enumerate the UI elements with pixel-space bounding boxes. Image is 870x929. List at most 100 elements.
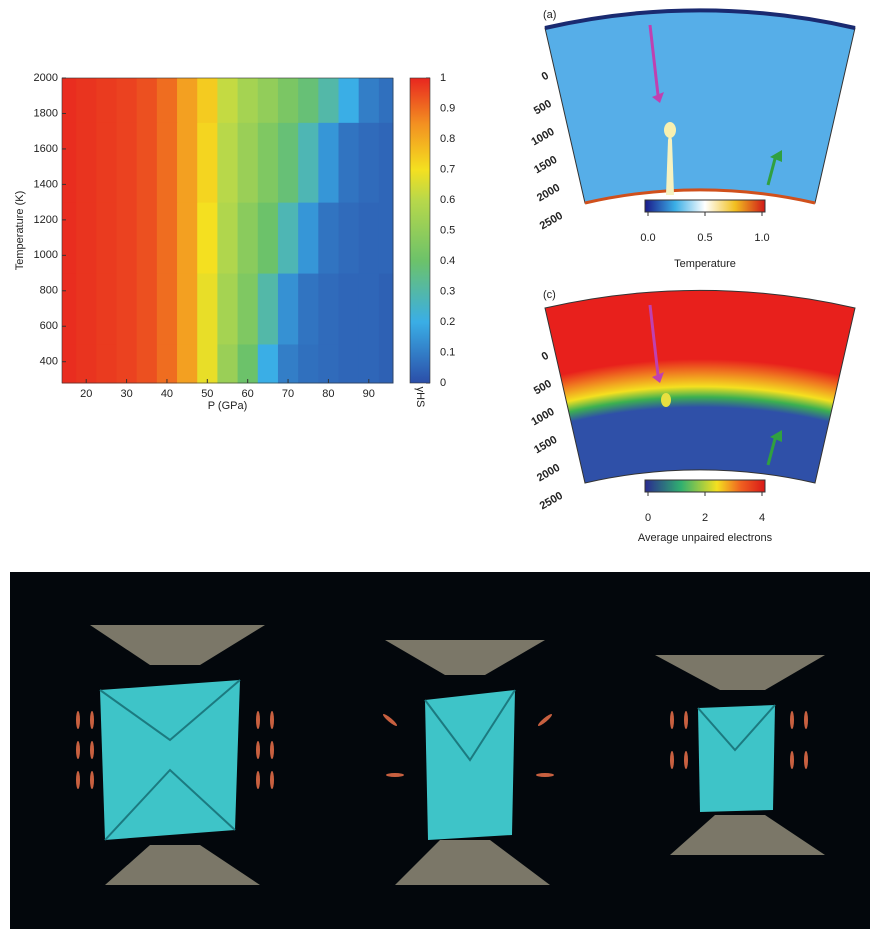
spin-markers: [76, 711, 808, 789]
anvil: [395, 840, 550, 885]
y-axis-label: Temperature (K): [14, 191, 26, 270]
heat-cell: [318, 202, 340, 274]
heat-cell: [177, 78, 198, 123]
x-tick-label: 20: [80, 388, 92, 400]
x-axis-label: P (GPa): [208, 400, 248, 412]
heat-cell: [62, 78, 77, 123]
heat-cell: [237, 78, 259, 123]
section-core: [584, 188, 816, 205]
heat-cell: [378, 343, 394, 384]
temperature-section: (a) 0 500 1000 1500 2000 2500 0.0 0.5 1.0 Temperat…: [529, 8, 856, 270]
depth-label: 2000: [535, 182, 562, 205]
x-tick-label: 30: [120, 388, 132, 400]
heat-cell: [257, 202, 279, 274]
heat-cell: [277, 78, 299, 123]
heat-cell: [318, 78, 340, 123]
heat-cell: [378, 122, 394, 203]
panel-label: (a): [543, 9, 556, 21]
colorbar-label: γHS: [414, 387, 426, 408]
colorbar-tick-label: 0.7: [440, 163, 455, 175]
colorbar-tick-label: 4: [759, 512, 765, 524]
heat-cell: [177, 202, 198, 274]
heat-cell: [277, 122, 299, 203]
plume: [666, 132, 674, 195]
arrow: [766, 434, 778, 466]
colorbar: [409, 77, 431, 384]
heat-cell: [76, 78, 97, 123]
heat-cell: [338, 78, 360, 123]
heat-cell: [378, 202, 394, 274]
heat-cell: [358, 273, 380, 345]
colorbar-tick-label: 0: [645, 512, 651, 524]
heat-cell: [217, 202, 239, 274]
plume-head: [664, 122, 676, 138]
anvil: [105, 845, 260, 885]
heat-cell: [237, 273, 259, 345]
colorbar-tick-label: 1: [440, 72, 446, 84]
heat-cell: [136, 273, 158, 345]
heat-cell: [237, 202, 259, 274]
heat-cell: [136, 343, 158, 384]
colorbar-tick-label: 0.5: [440, 224, 455, 236]
y-tick-label: 600: [40, 320, 58, 332]
y-tick-label: 1200: [34, 214, 58, 226]
heat-cell: [116, 343, 138, 384]
y-tick-label: 1400: [34, 178, 58, 190]
heat-cell: [257, 343, 279, 384]
x-tick-label: 60: [242, 388, 254, 400]
heat-cell: [136, 122, 158, 203]
heat-cell: [62, 343, 77, 384]
arrow-head: [770, 150, 782, 162]
heat-cell: [277, 273, 299, 345]
heat-cell: [237, 343, 259, 384]
colorbar-tick-label: 0: [440, 377, 446, 389]
heat-cell: [277, 343, 299, 384]
arrow: [766, 154, 778, 186]
heat-cell: [298, 343, 319, 384]
heat-cell: [197, 273, 218, 345]
colorbar: [644, 479, 766, 493]
heat-cell: [318, 122, 340, 203]
heat-cell: [338, 122, 360, 203]
plot-frame: [61, 77, 394, 384]
colorbar-tick-label: 0.8: [440, 133, 455, 145]
x-tick-label: 90: [363, 388, 375, 400]
heat-cell: [197, 343, 218, 384]
render-panel: [10, 572, 870, 929]
heat-cell: [156, 122, 178, 203]
heat-cell: [257, 122, 279, 203]
heat-cell: [298, 78, 319, 123]
arrow-head: [770, 430, 782, 442]
heat-cell: [217, 78, 239, 123]
arrow: [648, 304, 660, 376]
heat-cell: [318, 273, 340, 345]
heat-cell: [197, 122, 218, 203]
heat-cell: [197, 202, 218, 274]
depth-label: 1500: [532, 154, 559, 177]
heat-cell: [136, 202, 158, 274]
plume-head: [661, 393, 671, 407]
heat-cell: [76, 122, 97, 203]
colorbar-label: Average unpaired electrons: [638, 532, 773, 544]
heat-cell: [237, 122, 259, 203]
heat-cell: [156, 202, 178, 274]
heat-cell: [177, 343, 198, 384]
crystal: [100, 680, 240, 840]
heat-cell: [96, 122, 117, 203]
depth-label: 2000: [535, 462, 562, 485]
depth-label: 1000: [529, 406, 556, 429]
depth-label: 500: [532, 378, 554, 398]
heat-cell: [76, 202, 97, 274]
anvil: [90, 625, 265, 665]
colorbar-tick-label: 0.3: [440, 285, 455, 297]
heat-cell: [177, 273, 198, 345]
heat-cell: [358, 202, 380, 274]
heat-cell: [298, 122, 319, 203]
colorbar-tick-label: 0.6: [440, 194, 455, 206]
y-tick-label: 1000: [34, 249, 58, 261]
heat-cell: [96, 273, 117, 345]
heat-cell: [156, 273, 178, 345]
heat-cell: [378, 78, 394, 123]
arrow-head: [652, 372, 664, 383]
colorbar-tick-label: 0.5: [697, 232, 712, 244]
